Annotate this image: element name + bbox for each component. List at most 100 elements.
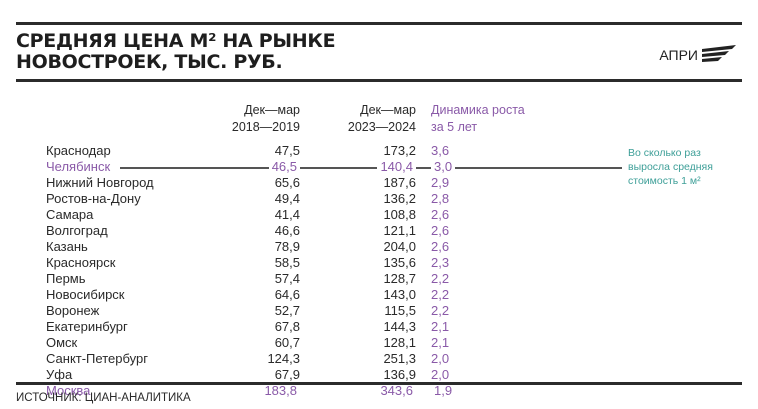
price-2023: 140,4 [377, 159, 416, 175]
title-rule [16, 79, 742, 82]
city-name: Нижний Новгород [46, 175, 154, 190]
growth-value: 1,9 [431, 383, 456, 399]
price-2023: 187,6 [383, 175, 416, 190]
growth-value: 2,1 [431, 335, 450, 350]
growth-value: 2,2 [431, 303, 450, 318]
table-row: Новосибирск 64,6 143,0 2,2 [0, 287, 758, 303]
price-2018: 67,9 [274, 367, 300, 382]
growth-value: 3,6 [431, 143, 450, 158]
price-2018: 60,7 [274, 335, 300, 350]
column-header-growth: Динамика роста за 5 лет [431, 102, 525, 136]
header-line: за 5 лет [431, 120, 478, 134]
header-line: 2023—2024 [347, 120, 416, 134]
table-row: Краснодар 47,5 173,2 3,6 [0, 143, 758, 159]
price-2023: 204,0 [383, 239, 416, 254]
table-row: Воронеж 52,7 115,5 2,2 [0, 303, 758, 319]
price-2023: 173,2 [383, 143, 416, 158]
city-name: Пермь [46, 271, 86, 286]
city-name: Новосибирск [46, 287, 125, 302]
price-2023: 108,8 [383, 207, 416, 222]
price-2023: 128,7 [383, 271, 416, 286]
price-2018: 47,5 [274, 143, 300, 158]
price-2018: 124,3 [267, 351, 300, 366]
apri-logo: АПРИ [659, 45, 736, 65]
table-row: Пермь 57,4 128,7 2,2 [0, 271, 758, 287]
city-name: Красноярск [46, 255, 116, 270]
growth-value: 2,0 [431, 351, 450, 366]
city-name: Уфа [46, 367, 73, 382]
title-line-2: НОВОСТРОЕК, ТЫС. РУБ. [16, 51, 283, 73]
annotation-note: Во сколько раз выросла средняя стоимость… [628, 146, 713, 188]
price-2023: 143,0 [383, 287, 416, 302]
page-title: СРЕДНЯЯ ЦЕНА М² НА РЫНКЕ НОВОСТРОЕК, ТЫС… [16, 30, 336, 73]
price-2023: 115,5 [384, 303, 416, 318]
growth-value: 2,1 [431, 319, 450, 334]
table-row: Казань 78,9 204,0 2,6 [0, 239, 758, 255]
city-name: Омск [46, 335, 78, 350]
header-line: Динамика роста [431, 103, 525, 117]
growth-value: 2,2 [431, 271, 450, 286]
price-2018: 57,4 [274, 271, 300, 286]
city-name: Екатеринбург [46, 319, 128, 334]
growth-value: 2,0 [431, 367, 450, 382]
table-row: Нижний Новгород 65,6 187,6 2,9 [0, 175, 758, 191]
logo-text: АПРИ [659, 47, 698, 63]
table-row: Волгоград 46,6 121,1 2,6 [0, 223, 758, 239]
city-name: Ростов-на-Дону [46, 191, 141, 206]
city-name: Самара [46, 207, 94, 222]
table-row: Самара 41,4 108,8 2,6 [0, 207, 758, 223]
price-2018: 183,8 [261, 383, 300, 399]
price-2018: 46,6 [274, 223, 300, 238]
table-row: Екатеринбург 67,8 144,3 2,1 [0, 319, 758, 335]
growth-value: 3,0 [431, 159, 456, 175]
header-line: 2018—2019 [231, 120, 300, 134]
city-name: Санкт-Петербург [46, 351, 148, 366]
price-2018: 65,6 [274, 175, 300, 190]
city-name: Волгоград [46, 223, 108, 238]
note-line: стоимость 1 м² [628, 175, 701, 187]
price-2023: 251,3 [383, 351, 416, 366]
city-name: Воронеж [46, 303, 100, 318]
price-2023: 144,3 [383, 319, 416, 334]
price-2018: 49,4 [274, 191, 300, 206]
growth-value: 2,3 [431, 255, 450, 270]
price-2023: 136,2 [383, 191, 416, 206]
top-rule [16, 22, 742, 25]
price-2018: 67,8 [274, 319, 300, 334]
price-2018: 64,6 [274, 287, 300, 302]
price-2018: 58,5 [274, 255, 300, 270]
price-2023: 135,6 [383, 255, 416, 270]
growth-value: 2,8 [431, 191, 450, 206]
growth-value: 2,6 [431, 223, 450, 238]
table-row: Уфа 67,9 136,9 2,0 [0, 367, 758, 383]
note-line: Во сколько раз [628, 147, 701, 159]
title-line-1: СРЕДНЯЯ ЦЕНА М² НА РЫНКЕ [16, 30, 336, 52]
note-line: выросла средняя [628, 161, 713, 173]
growth-value: 2,2 [431, 287, 450, 302]
table-row: Красноярск 58,5 135,6 2,3 [0, 255, 758, 271]
price-2023: 136,9 [383, 367, 416, 382]
table-row: Ростов-на-Дону 49,4 136,2 2,8 [0, 191, 758, 207]
price-2018: 52,7 [274, 303, 300, 318]
price-2018: 46,5 [268, 159, 300, 175]
city-name: Москва [43, 383, 94, 399]
price-2023: 121,1 [383, 223, 416, 238]
price-2023: 343,6 [377, 383, 416, 399]
price-2018: 41,4 [274, 207, 300, 222]
table-row: Челябинск 46,5 140,4 3,0 [0, 159, 758, 175]
growth-value: 2,9 [431, 175, 450, 190]
growth-value: 2,6 [431, 207, 450, 222]
city-name: Краснодар [46, 143, 111, 158]
price-2018: 78,9 [274, 239, 300, 254]
city-name: Челябинск [43, 159, 114, 175]
growth-value: 2,6 [431, 239, 450, 254]
header-line: Дек—мар [360, 103, 416, 117]
bottom-rule [16, 382, 742, 385]
table-row: Санкт-Петербург 124,3 251,3 2,0 [0, 351, 758, 367]
price-2023: 128,1 [383, 335, 416, 350]
table-row: Омск 60,7 128,1 2,1 [0, 335, 758, 351]
column-header-2018: Дек—мар 2018—2019 [232, 102, 300, 136]
header-line: Дек—мар [244, 103, 300, 117]
wing-icon [702, 45, 736, 62]
column-header-2023: Дек—мар 2023—2024 [348, 102, 416, 136]
